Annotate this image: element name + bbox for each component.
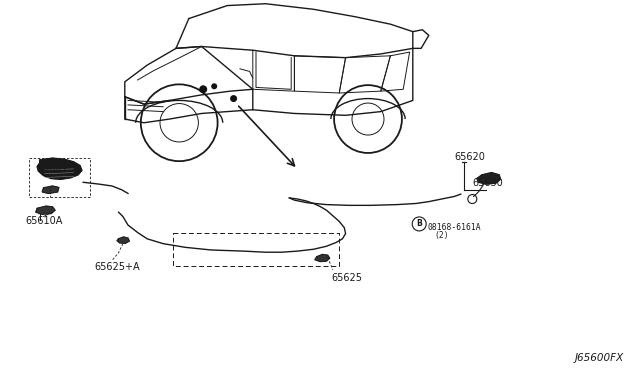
Polygon shape (37, 158, 82, 179)
Text: 65625: 65625 (332, 273, 362, 283)
Circle shape (199, 85, 207, 93)
Circle shape (230, 95, 237, 102)
Text: 65610A: 65610A (26, 217, 63, 226)
Text: J65600FX: J65600FX (575, 353, 624, 363)
Text: 65620: 65620 (454, 152, 485, 162)
Text: 65630: 65630 (472, 178, 503, 188)
Polygon shape (117, 237, 129, 243)
Polygon shape (42, 186, 59, 193)
Polygon shape (315, 254, 330, 262)
Text: B: B (417, 219, 422, 228)
Text: 65625+A: 65625+A (95, 262, 140, 272)
Polygon shape (477, 173, 500, 184)
Polygon shape (36, 206, 55, 214)
Text: 65601: 65601 (37, 163, 68, 173)
Text: (2): (2) (435, 231, 449, 240)
Text: 08168-6161A: 08168-6161A (428, 223, 481, 232)
Circle shape (211, 83, 217, 89)
